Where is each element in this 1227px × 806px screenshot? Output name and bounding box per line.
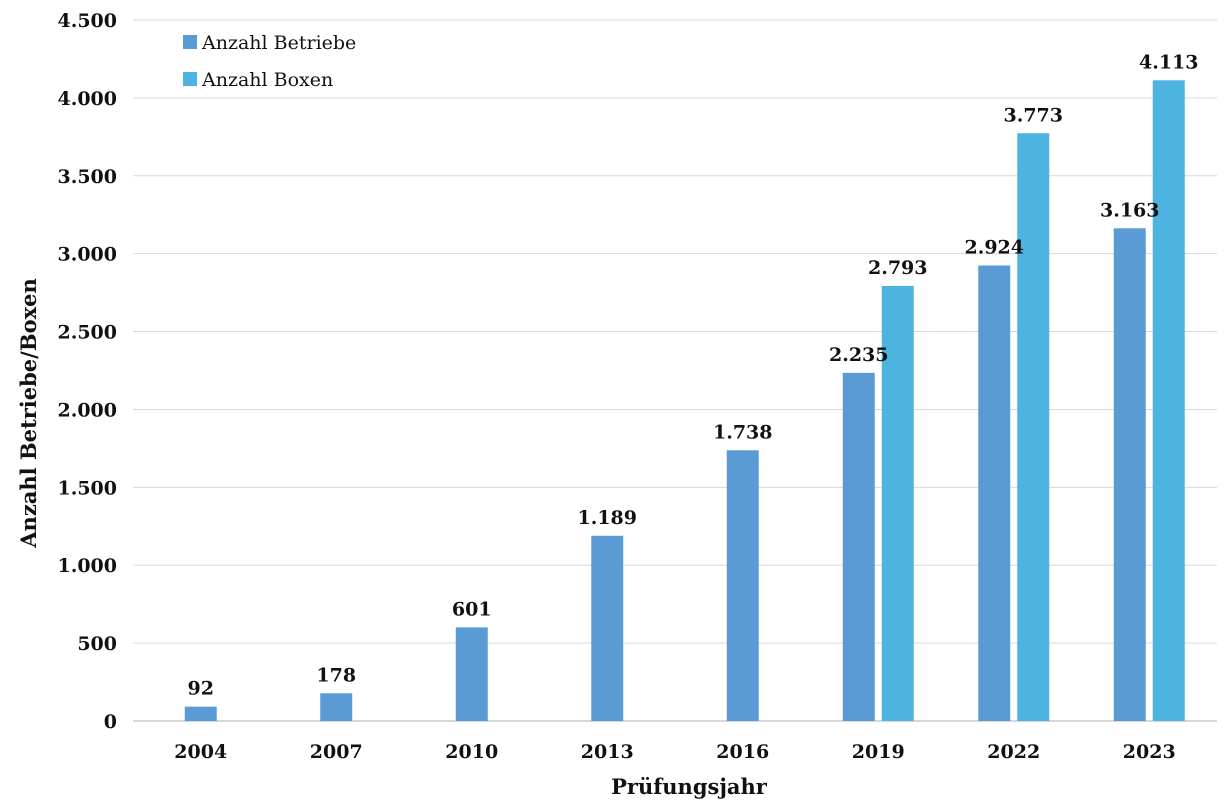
x-tick-label: 2022 bbox=[987, 741, 1040, 763]
bar-betriebe-2023 bbox=[1114, 228, 1146, 721]
legend-swatch-boxen bbox=[183, 72, 197, 86]
x-tick-label: 2004 bbox=[174, 741, 227, 763]
bars bbox=[185, 80, 1185, 721]
legend-label-betriebe: Anzahl Betriebe bbox=[201, 32, 356, 54]
legend: Anzahl Betriebe Anzahl Boxen bbox=[183, 32, 356, 91]
y-tick-label: 2.500 bbox=[58, 322, 118, 344]
bar-betriebe-2022 bbox=[978, 266, 1010, 721]
legend-swatch-betriebe bbox=[183, 35, 197, 49]
data-label-betriebe-2007: 178 bbox=[316, 664, 356, 686]
y-tick-label: 4.000 bbox=[58, 88, 118, 110]
x-tick-label: 2019 bbox=[852, 741, 905, 763]
bar-betriebe-2004 bbox=[185, 707, 217, 721]
bar-betriebe-2007 bbox=[320, 693, 352, 721]
data-label-betriebe-2004: 92 bbox=[188, 678, 214, 700]
data-label-boxen-2019: 2.793 bbox=[868, 257, 928, 279]
y-tick-label: 3.500 bbox=[58, 166, 118, 188]
y-tick-label: 4.500 bbox=[58, 10, 118, 32]
x-tick-label: 2007 bbox=[310, 741, 363, 763]
bar-betriebe-2016 bbox=[727, 450, 759, 721]
y-axis-title: Anzahl Betriebe/Boxen bbox=[16, 278, 41, 548]
legend-label-boxen: Anzahl Boxen bbox=[201, 69, 333, 91]
data-label-betriebe-2013: 1.189 bbox=[578, 507, 638, 529]
x-axis-title: Prüfungsjahr bbox=[611, 774, 768, 799]
y-axis-ticks: 0 500 1.000 1.500 2.000 2.500 3.000 3.500 4.000 4… bbox=[58, 10, 118, 733]
y-tick-label: 500 bbox=[77, 633, 117, 655]
bar-boxen-2022 bbox=[1017, 133, 1049, 721]
bar-betriebe-2019 bbox=[843, 373, 875, 721]
data-label-betriebe-2019: 2.235 bbox=[829, 344, 889, 366]
x-tick-label: 2023 bbox=[1123, 741, 1176, 763]
bar-betriebe-2010 bbox=[456, 627, 488, 721]
x-axis-ticks: 2004 2007 2010 2013 2016 2019 2022 2023 bbox=[174, 741, 1175, 763]
data-label-betriebe-2023: 3.163 bbox=[1100, 199, 1160, 221]
y-tick-label: 1.500 bbox=[58, 477, 118, 499]
x-tick-label: 2016 bbox=[716, 741, 769, 763]
y-tick-label: 0 bbox=[104, 711, 117, 733]
x-tick-label: 2010 bbox=[445, 741, 498, 763]
data-label-boxen-2023: 4.113 bbox=[1139, 51, 1199, 73]
bar-boxen-2023 bbox=[1153, 80, 1185, 721]
y-tick-label: 2.000 bbox=[58, 399, 118, 421]
y-tick-label: 3.000 bbox=[58, 244, 118, 266]
bar-betriebe-2013 bbox=[591, 536, 623, 721]
data-label-betriebe-2010: 601 bbox=[452, 598, 492, 620]
data-label-boxen-2022: 3.773 bbox=[1004, 104, 1064, 126]
data-label-betriebe-2022: 2.924 bbox=[965, 237, 1025, 259]
data-label-betriebe-2016: 1.738 bbox=[713, 421, 773, 443]
y-tick-label: 1.000 bbox=[58, 555, 118, 577]
x-tick-label: 2013 bbox=[581, 741, 634, 763]
